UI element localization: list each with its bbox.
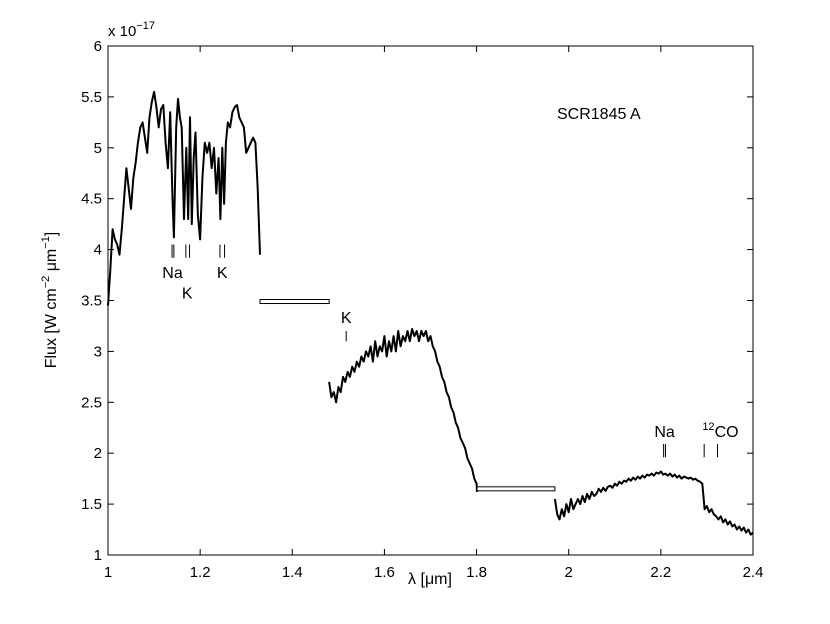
y-tick-label: 1.5 [81,496,102,513]
y-tick-label: 5.5 [81,89,102,106]
spectrum-line-1 [107,90,261,306]
y-tick-label: 2.5 [81,394,102,411]
x-tick-label: 2.2 [650,564,671,581]
annotation-scr1845: SCR1845 A [557,106,641,123]
spectrum-line-3 [553,470,754,536]
gap-marker-2 [476,486,556,492]
y-tick-label: 2 [94,445,102,462]
y-tick-label: 4 [94,242,102,259]
y-tick-label: 3.5 [81,293,102,310]
line-id-label-3: K [217,265,228,282]
x-tick-label: 1.8 [466,564,487,581]
chart-labels: x 10−17 SCR1845 A λ [μm] Flux [W cm−2 μm… [40,20,763,588]
line-id-label-5: Na [654,424,675,441]
y-tick-label: 1 [94,547,102,564]
y-tick-label: 3 [94,343,102,360]
x-tick-label: 1.4 [282,564,303,581]
x-tick-label: 2.4 [743,564,764,581]
y-tick-label: 5 [94,140,102,157]
line-id-label-2: K [182,285,193,302]
co-line-label: 12CO [702,421,738,441]
y-axis-label: Flux [W cm−2 μm−1] [40,232,60,369]
line-id-label-1: Na [162,265,183,282]
x-tick-label: 2 [565,564,573,581]
line-id-label-4: K [341,310,352,327]
x-axis-label: λ [μm] [408,571,452,588]
y-tick-label: 6 [94,38,102,55]
axis-ticks [107,45,754,556]
data-marks [107,90,754,536]
x-tick-label: 1.2 [190,564,211,581]
x-tick-label: 1.6 [374,564,395,581]
spectrum-line-2 [328,328,478,492]
y-tick-label: 4.5 [81,191,102,208]
x-tick-label: 1 [104,564,112,581]
y-multiplier: x 10−17 [108,20,155,40]
gap-marker-1 [259,299,330,305]
